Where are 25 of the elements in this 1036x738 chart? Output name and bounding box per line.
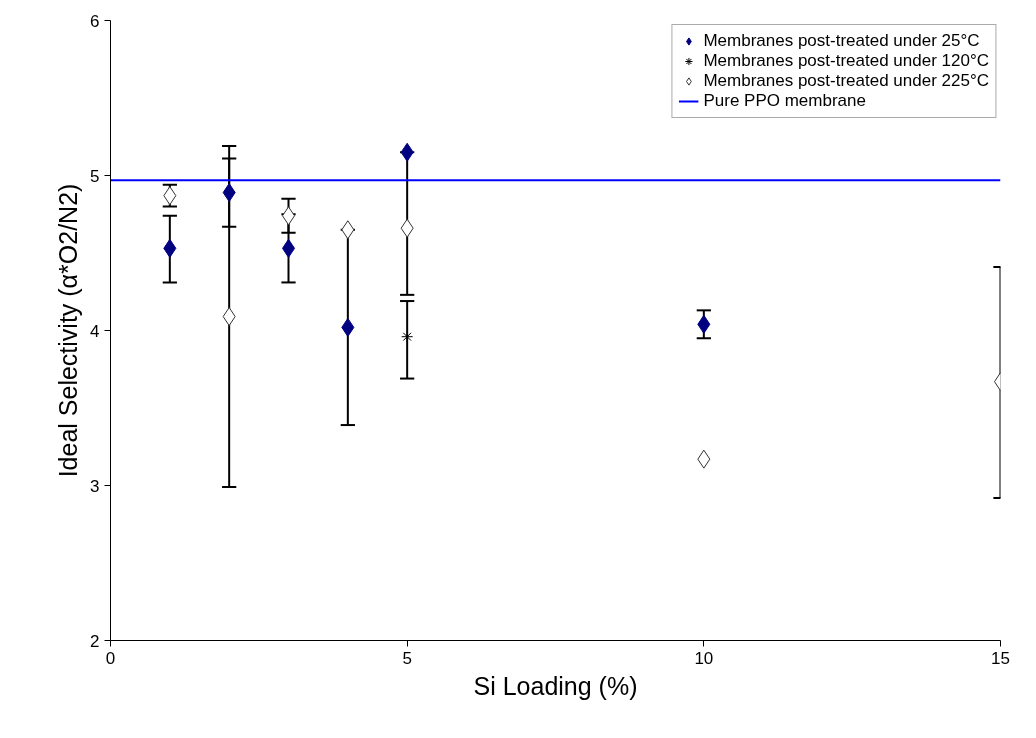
- x-tick-label: 5: [402, 648, 412, 668]
- legend-label: Pure PPO membrane: [703, 91, 866, 111]
- legend-label: Membranes post-treated under 225°C: [703, 71, 989, 91]
- legend-label: Membranes post-treated under 120°C: [703, 51, 989, 71]
- point: [222, 307, 236, 327]
- y-axis-title: Ideal Selectivity (α*O2/N2): [54, 183, 83, 478]
- y-tick-label: 3: [90, 476, 100, 496]
- point: [341, 317, 355, 337]
- point: [341, 220, 355, 240]
- y-tick-label: 6: [90, 11, 100, 31]
- point: [697, 449, 711, 469]
- y-tick-label: 5: [90, 166, 100, 186]
- point: [400, 142, 414, 162]
- y-tick-label: 2: [90, 631, 100, 651]
- x-tick-label: 0: [105, 648, 116, 668]
- point: [163, 238, 177, 258]
- x-tick-label: 15: [991, 648, 1010, 668]
- y-tick-label: 4: [90, 321, 100, 341]
- point: [400, 218, 414, 238]
- x-tick-label: 10: [694, 648, 714, 668]
- legend-label: Membranes post-treated under 25°C: [703, 31, 980, 51]
- point: [697, 314, 711, 334]
- point: [222, 183, 236, 203]
- x-axis-title: Si Loading (%): [473, 671, 638, 700]
- point: [401, 330, 414, 343]
